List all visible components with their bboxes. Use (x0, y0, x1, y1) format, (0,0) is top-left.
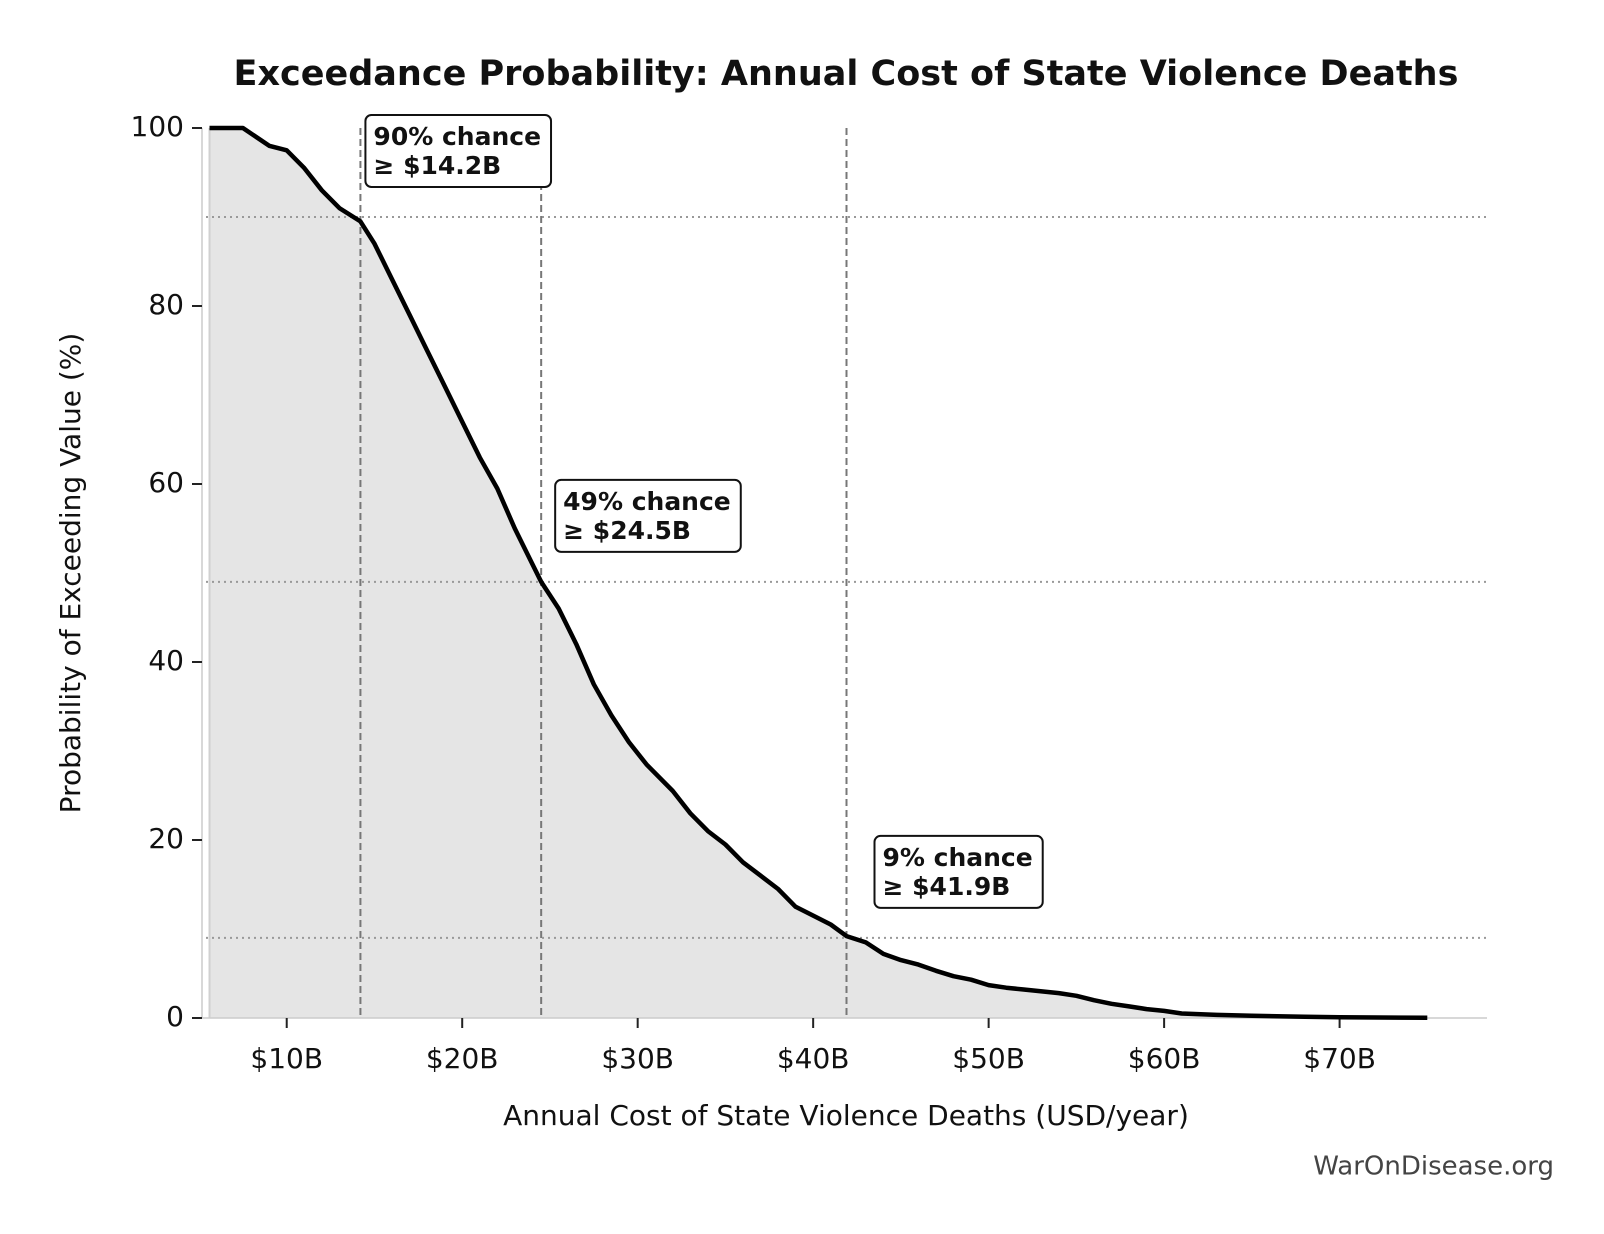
x-tick-label: $40B (777, 1042, 850, 1075)
annotation-text: 49% chance (563, 487, 731, 516)
x-tick-label: $30B (601, 1042, 674, 1075)
annotation: 9% chance≥ $41.9B (873, 834, 1044, 909)
y-axis-label: Probability of Exceeding Value (%) (54, 333, 87, 814)
x-tick-label: $60B (1128, 1042, 1201, 1075)
chart-title: Exceedance Probability: Annual Cost of S… (234, 54, 1459, 94)
annotation: 49% chance≥ $24.5B (554, 478, 742, 553)
annotation-box (554, 478, 742, 553)
x-tick-label: $50B (952, 1042, 1025, 1075)
credit: WarOnDisease.org (1313, 1152, 1554, 1182)
y-tick-label: 60 (148, 466, 184, 499)
x-tick-label: $20B (426, 1042, 499, 1075)
y-tick-label: 100 (131, 110, 184, 143)
annotation-text: ≥ $24.5B (563, 516, 691, 545)
annotation-text: 90% chance (373, 122, 541, 151)
x-axis-label: Annual Cost of State Violence Deaths (US… (503, 1099, 1189, 1132)
x-tick-label: $10B (250, 1042, 323, 1075)
x-tick-label: $70B (1303, 1042, 1376, 1075)
annotation-box (873, 834, 1044, 909)
y-tick-label: 40 (148, 644, 184, 677)
annotation: 90% chance≥ $14.2B (364, 114, 553, 188)
annotation-text: ≥ $14.2B (373, 151, 501, 180)
annotation-box (364, 114, 553, 188)
y-tick-label: 80 (148, 288, 184, 321)
exceedance-curve (209, 125, 1428, 1021)
y-tick-label: 0 (166, 1000, 184, 1033)
area-fill (209, 128, 1428, 1018)
y-tick-label: 20 (148, 822, 184, 855)
annotation-text: 9% chance (883, 843, 1033, 872)
annotation-text: ≥ $41.9B (883, 872, 1011, 901)
